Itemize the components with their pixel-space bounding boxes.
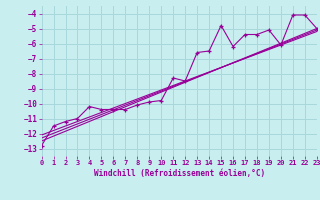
X-axis label: Windchill (Refroidissement éolien,°C): Windchill (Refroidissement éolien,°C) xyxy=(94,169,265,178)
